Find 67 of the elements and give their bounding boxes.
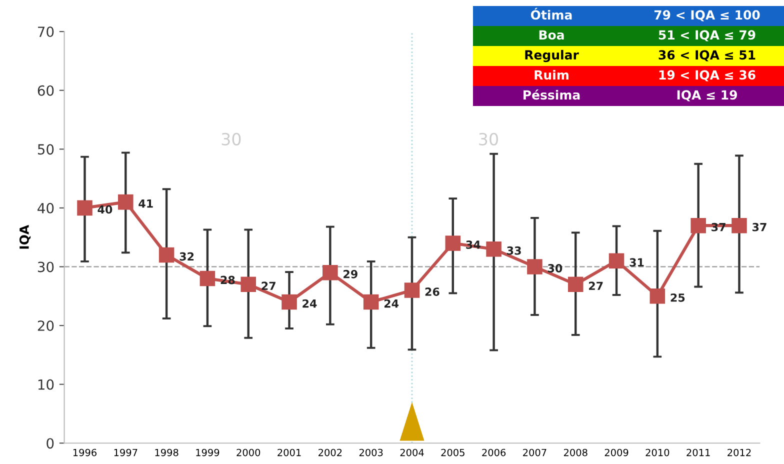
annotation: Boa xyxy=(539,30,564,40)
data-label: 24 xyxy=(302,299,317,308)
point xyxy=(650,288,666,304)
point xyxy=(77,200,92,216)
point xyxy=(527,259,542,274)
annotation: 51 < IQA ≤ 79 xyxy=(658,30,756,42)
data-label: 37 xyxy=(752,222,766,232)
annotation: Ruim xyxy=(534,70,568,80)
annotation: IQA ≤ 19 xyxy=(677,90,737,102)
x-tick-label: 2002 xyxy=(318,448,342,456)
y-tick-label: 50 xyxy=(38,144,54,155)
data-label: 29 xyxy=(344,270,358,278)
x-tick-label: 2010 xyxy=(646,448,670,456)
x-tick-label: 2012 xyxy=(728,448,751,456)
point xyxy=(282,294,297,310)
y-tick-label: 40 xyxy=(38,202,54,214)
y-tick-label: 20 xyxy=(38,320,54,332)
data-label: 30 xyxy=(548,264,562,272)
y-axis-title: IQA xyxy=(19,224,31,249)
data-label: 32 xyxy=(180,252,194,261)
data-label: 25 xyxy=(670,293,685,302)
annotation: Regular xyxy=(525,50,579,62)
text: Ótima xyxy=(530,8,572,20)
point xyxy=(445,236,461,251)
text: 79 < IQA ≤ 100 xyxy=(654,10,760,22)
point xyxy=(363,294,379,310)
annotation: Péssima xyxy=(524,89,580,100)
point xyxy=(568,276,584,292)
data-label: 40 xyxy=(98,205,112,214)
x-tick-label: 2000 xyxy=(236,448,260,456)
data-label: 41 xyxy=(138,200,153,208)
x-tick-label: 2011 xyxy=(686,448,710,456)
point xyxy=(240,276,256,292)
point xyxy=(608,253,624,268)
x-tick-label: 1999 xyxy=(196,448,220,456)
point xyxy=(200,270,216,286)
data-label: 24 xyxy=(384,299,399,308)
data-label: 33 xyxy=(507,246,521,255)
data-label: 27 xyxy=(588,282,603,290)
x-tick-label: 1997 xyxy=(114,448,138,456)
y-tick-label: 30 xyxy=(38,262,54,272)
x-tick-label: 2008 xyxy=(564,448,588,456)
point xyxy=(322,264,338,280)
x-tick-label: 2009 xyxy=(604,448,628,456)
x-tick-label: 1998 xyxy=(155,448,178,456)
y-tick-label: 60 xyxy=(38,85,54,96)
point xyxy=(118,194,134,210)
data-label: 26 xyxy=(425,288,440,296)
data-label: 27 xyxy=(262,282,276,290)
point xyxy=(404,282,420,298)
annotation: 36 < IQA ≤ 51 xyxy=(658,50,756,62)
x-tick-label: 2001 xyxy=(278,448,301,456)
data-label: 31 xyxy=(630,258,644,267)
annotation: 19 < IQA ≤ 36 xyxy=(659,70,756,82)
point xyxy=(486,241,502,257)
x-tick-label: 2007 xyxy=(523,448,546,456)
point xyxy=(690,218,706,234)
point xyxy=(158,247,174,263)
y-tick-label: 10 xyxy=(38,379,54,390)
x-tick-label: 2003 xyxy=(359,448,383,456)
x-tick-label: 2004 xyxy=(400,448,424,456)
y-tick-label: 0 xyxy=(46,438,54,449)
x-tick-label: 1996 xyxy=(73,448,96,456)
x-tick-label: 2005 xyxy=(441,448,464,456)
x-tick-label: 2006 xyxy=(482,448,506,456)
y-tick-label: 70 xyxy=(38,26,54,38)
point xyxy=(732,218,747,234)
